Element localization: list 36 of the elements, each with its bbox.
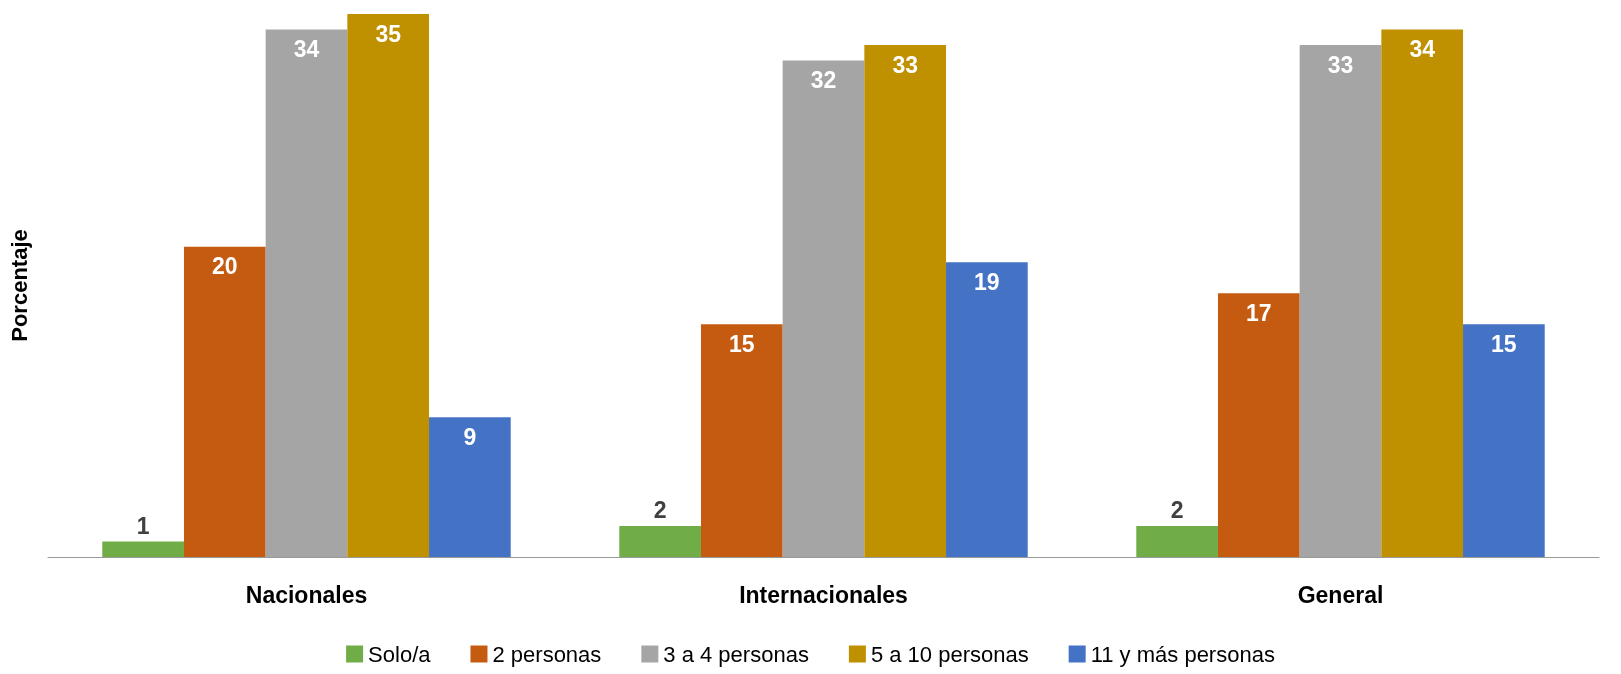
data-label: 33 bbox=[892, 51, 918, 78]
bar bbox=[1217, 293, 1300, 557]
bar bbox=[102, 541, 184, 557]
data-label: 15 bbox=[729, 330, 755, 357]
data-label: 2 bbox=[1170, 497, 1184, 524]
data-label: 32 bbox=[810, 67, 837, 94]
legend-label: 5 a 10 personas bbox=[870, 641, 1029, 667]
data-label: 17 bbox=[1246, 299, 1272, 326]
data-label: 15 bbox=[1491, 330, 1517, 357]
data-label: 2 bbox=[653, 497, 667, 524]
legend-label: 3 a 4 personas bbox=[663, 641, 809, 667]
x-tick-label: Nacionales bbox=[245, 581, 368, 608]
bar bbox=[619, 525, 701, 557]
bar bbox=[1463, 324, 1545, 557]
bar bbox=[429, 417, 511, 557]
data-label: 34 bbox=[1409, 36, 1436, 63]
legend-label: Solo/a bbox=[368, 641, 432, 667]
bar bbox=[347, 14, 430, 557]
bar bbox=[864, 45, 947, 557]
legend-label: 11 y más personas bbox=[1090, 641, 1275, 667]
data-label: 33 bbox=[1327, 51, 1354, 78]
data-label: 19 bbox=[974, 268, 1000, 295]
bar bbox=[1381, 29, 1464, 557]
y-axis-title: Porcentaje bbox=[6, 229, 32, 342]
bar bbox=[700, 324, 783, 557]
x-tick-label: General bbox=[1297, 581, 1384, 608]
legend-label: 2 personas bbox=[492, 641, 602, 667]
data-label: 35 bbox=[375, 20, 402, 47]
bar bbox=[183, 246, 266, 557]
x-tick-label: Internacionales bbox=[739, 581, 908, 608]
data-label: 1 bbox=[136, 512, 150, 539]
data-label: 9 bbox=[463, 423, 477, 450]
bar bbox=[946, 262, 1028, 557]
data-label: 34 bbox=[293, 36, 320, 63]
bar bbox=[1136, 525, 1218, 557]
data-label: 20 bbox=[212, 253, 238, 280]
